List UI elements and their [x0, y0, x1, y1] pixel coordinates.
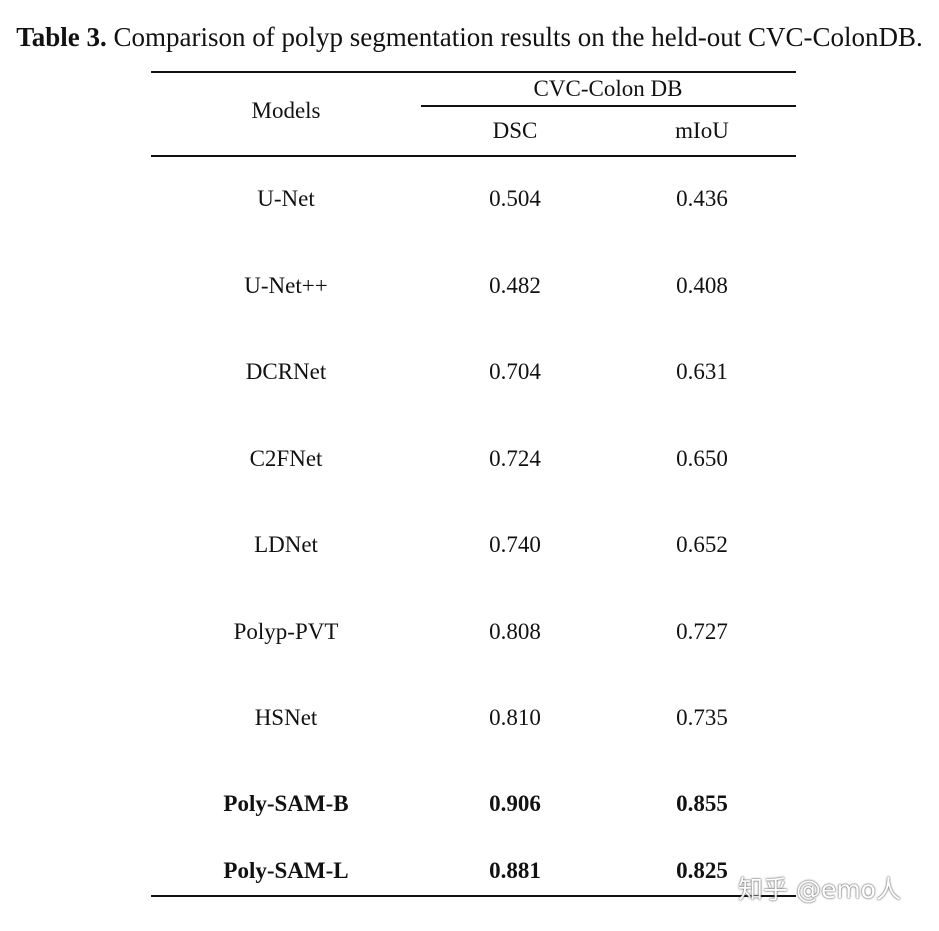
row-5-dsc: 0.808 — [489, 619, 541, 644]
row-3-model: C2FNet — [249, 446, 323, 471]
row-6-dsc: 0.810 — [489, 705, 541, 730]
row-5-miou: 0.727 — [676, 619, 728, 644]
row-7-miou: 0.855 — [676, 791, 728, 816]
row-5-model: Polyp-PVT — [233, 619, 339, 644]
table-bottom-rule — [151, 895, 796, 897]
row-8-miou: 0.825 — [676, 858, 728, 883]
row-0-dsc: 0.504 — [489, 186, 541, 211]
row-0-model: U-Net — [257, 186, 315, 211]
row-2-dsc: 0.704 — [489, 359, 541, 384]
row-4-model: LDNet — [254, 532, 318, 557]
row-1-dsc: 0.482 — [489, 273, 541, 298]
row-8-model: Poly-SAM-L — [223, 858, 349, 883]
table-caption: Table 3. Comparison of polyp segmentatio… — [0, 18, 939, 56]
row-8-dsc: 0.881 — [489, 858, 541, 883]
header-miou: mIoU — [675, 118, 729, 143]
row-3-miou: 0.650 — [676, 446, 728, 471]
caption-text: Comparison of polyp segmentation results… — [106, 22, 923, 52]
row-7-dsc: 0.906 — [489, 791, 541, 816]
row-6-miou: 0.735 — [676, 705, 728, 730]
row-1-model: U-Net++ — [244, 273, 328, 298]
row-6-model: HSNet — [254, 705, 318, 730]
table-top-rule — [151, 71, 796, 73]
row-7-model: Poly-SAM-B — [223, 791, 349, 816]
row-1-miou: 0.408 — [676, 273, 728, 298]
header-dsc: DSC — [492, 118, 538, 143]
caption-label: Table 3. — [16, 22, 107, 52]
row-0-miou: 0.436 — [676, 186, 728, 211]
group-header-rule — [421, 105, 796, 107]
watermark: 知乎 @emo人 — [738, 875, 901, 904]
row-4-miou: 0.652 — [676, 532, 728, 557]
row-2-model: DCRNet — [245, 359, 327, 384]
header-bottom-rule — [151, 155, 796, 157]
header-models: Models — [251, 98, 321, 123]
row-3-dsc: 0.724 — [489, 446, 541, 471]
row-4-dsc: 0.740 — [489, 532, 541, 557]
row-2-miou: 0.631 — [676, 359, 728, 384]
header-group-cvc-colondb: CVC-Colon DB — [533, 76, 683, 101]
